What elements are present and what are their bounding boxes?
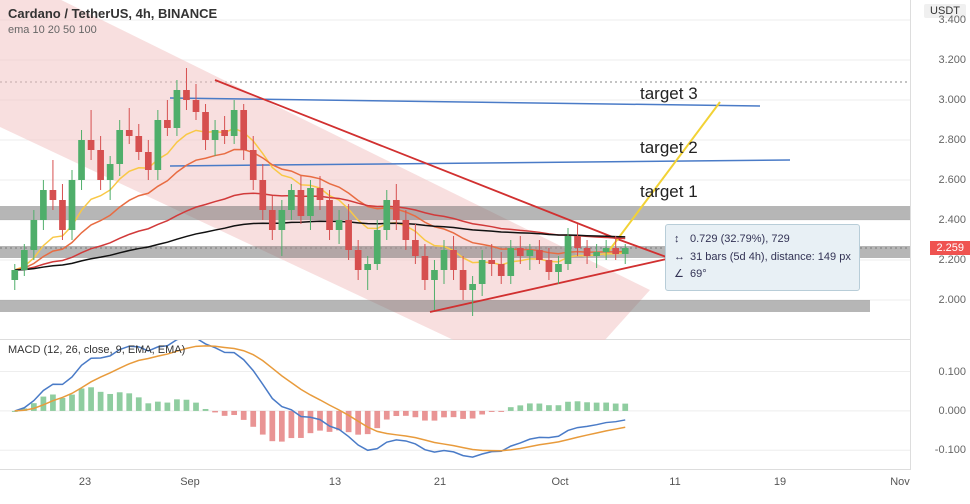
date-tick: Sep: [180, 476, 200, 488]
chart-title: Cardano / TetherUS, 4h, BINANCE: [8, 6, 217, 21]
tooltip-icon: ↔: [674, 249, 684, 267]
price-axis: USDT 3.4003.2003.0002.8002.6002.4002.200…: [910, 0, 970, 340]
price-tick: 3.000: [938, 94, 966, 106]
macd-pane[interactable]: [0, 340, 910, 470]
date-tick: 23: [79, 476, 91, 488]
date-tick: Nov: [890, 476, 910, 488]
price-tick: 2.600: [938, 174, 966, 186]
price-tick: 2.200: [938, 254, 966, 266]
date-tick: 21: [434, 476, 446, 488]
macd-tick: 0.100: [938, 366, 966, 378]
tooltip-text: 31 bars (5d 4h), distance: 149 px: [690, 249, 851, 267]
chart-container: Cardano / TetherUS, 4h, BINANCE ema 10 2…: [0, 0, 970, 504]
target-label: target 1: [640, 182, 698, 202]
tooltip-icon: ∠: [674, 266, 684, 284]
price-tick: 2.000: [938, 294, 966, 306]
macd-tick: 0.000: [938, 405, 966, 417]
tooltip-row: ↕ 0.729 (32.79%), 729: [674, 231, 851, 249]
macd-tick: -0.100: [935, 444, 966, 456]
date-tick: Oct: [551, 476, 568, 488]
tooltip-row: ↔ 31 bars (5d 4h), distance: 149 px: [674, 249, 851, 267]
price-tick: 2.800: [938, 134, 966, 146]
price-tick: 3.200: [938, 54, 966, 66]
date-tick: 13: [329, 476, 341, 488]
measure-tooltip: ↕ 0.729 (32.79%), 729 ↔ 31 bars (5d 4h), di…: [665, 224, 860, 291]
macd-axis: 0.100 0.000 -0.100: [910, 340, 970, 470]
tooltip-text: 69°: [690, 266, 707, 284]
date-tick: 19: [774, 476, 786, 488]
chart-subtitle: ema 10 20 50 100: [8, 24, 97, 36]
price-tick: 3.400: [938, 14, 966, 26]
current-price-badge: 2.259: [930, 241, 970, 255]
target-label: target 2: [640, 138, 698, 158]
macd-title: MACD (12, 26, close, 9, EMA, EMA): [8, 344, 185, 356]
tooltip-icon: ↕: [674, 231, 684, 249]
tooltip-text: 0.729 (32.79%), 729: [690, 231, 790, 249]
date-tick: 11: [669, 476, 680, 488]
x-axis: 23 Sep 13 21 Oct 11 19 Nov: [0, 470, 910, 504]
price-tick: 2.400: [938, 214, 966, 226]
macd-chart-svg: [0, 340, 910, 470]
target-label: target 3: [640, 84, 698, 104]
tooltip-row: ∠ 69°: [674, 266, 851, 284]
